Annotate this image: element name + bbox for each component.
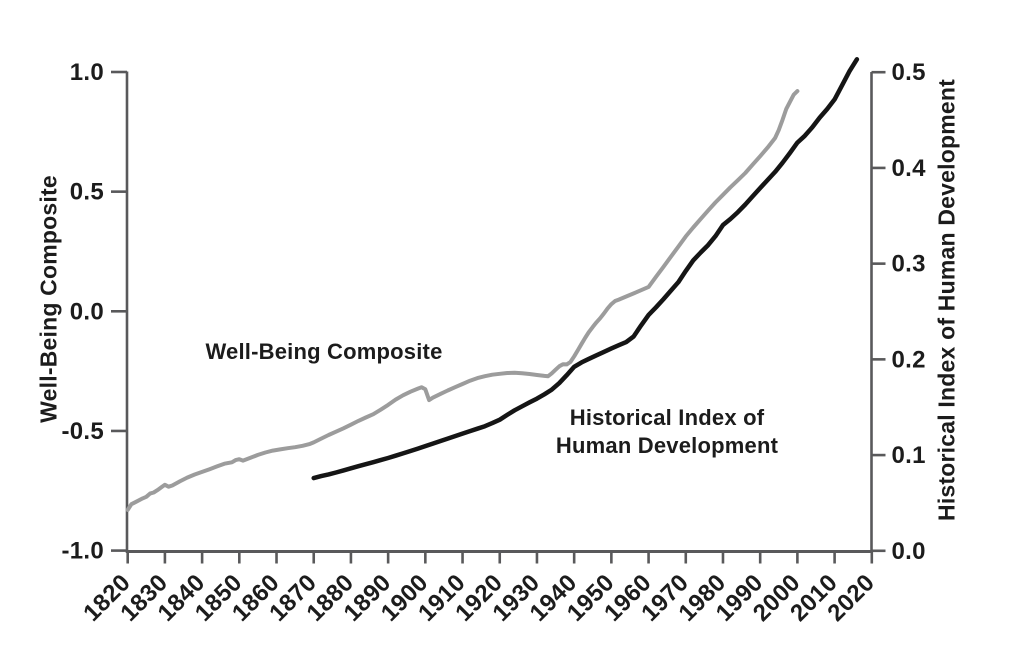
well-being-line	[125, 89, 800, 512]
right-axis-title: Historical Index of Human Development	[933, 79, 960, 521]
right-axis-tick-label: 0.0	[892, 538, 926, 565]
left-axis-tick-label: 0.0	[70, 298, 104, 325]
right-axis-tick-label: 0.1	[892, 442, 926, 469]
hihd-series-label-line2: Human Development	[555, 433, 779, 458]
right-axis-tick-label: 0.3	[892, 251, 926, 278]
left-axis-tick-label: 1.0	[70, 59, 104, 86]
right-axis-tick-label: 0.4	[892, 155, 927, 182]
left-axis-tick-label: -1.0	[61, 538, 104, 565]
hihd-series-label-line1: Historical Index of	[569, 405, 765, 430]
hihd-line	[311, 57, 860, 481]
hihd-series-label: Historical Index of Human Development	[556, 404, 778, 460]
right-axis-tick-label: 0.5	[892, 59, 926, 86]
left-axis-tick-label: 0.5	[70, 179, 104, 206]
well-being-series-label: Well-Being Composite	[205, 339, 443, 364]
left-axis-title: Well-Being Composite	[35, 175, 62, 423]
right-axis-tick-label: 0.2	[892, 346, 926, 373]
left-axis-tick-label: -0.5	[61, 418, 104, 445]
